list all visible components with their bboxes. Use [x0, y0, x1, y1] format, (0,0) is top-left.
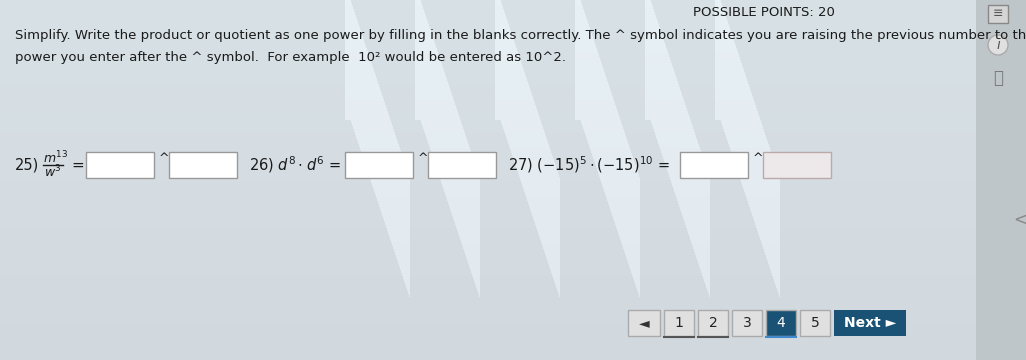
FancyBboxPatch shape [800, 310, 830, 336]
Text: Next ►: Next ► [843, 316, 896, 330]
Text: $\cdot$ $d^6$ =: $\cdot$ $d^6$ = [297, 156, 341, 174]
Text: 25): 25) [15, 158, 39, 172]
Text: =: = [71, 158, 84, 172]
Text: ◄: ◄ [639, 316, 649, 330]
Text: 1: 1 [674, 316, 683, 330]
FancyBboxPatch shape [732, 310, 762, 336]
Circle shape [988, 35, 1008, 55]
Text: ^: ^ [418, 152, 429, 165]
Text: $m^{13}$: $m^{13}$ [43, 150, 68, 166]
FancyBboxPatch shape [834, 310, 906, 336]
Text: 2: 2 [709, 316, 717, 330]
FancyBboxPatch shape [628, 310, 660, 336]
Text: 3: 3 [743, 316, 751, 330]
Text: power you enter after the ^ symbol.  For example  10² would be entered as 10^2.: power you enter after the ^ symbol. For … [15, 51, 566, 64]
FancyBboxPatch shape [766, 310, 796, 336]
Text: ^: ^ [753, 152, 763, 165]
Text: Simplify. Write the product or quotient as one power by filling in the blanks co: Simplify. Write the product or quotient … [15, 28, 1026, 41]
FancyBboxPatch shape [763, 152, 831, 178]
Text: 4: 4 [777, 316, 785, 330]
Text: 5: 5 [811, 316, 820, 330]
Text: <: < [1013, 211, 1026, 229]
Text: POSSIBLE POINTS: 20: POSSIBLE POINTS: 20 [693, 6, 835, 19]
Text: ⤢: ⤢ [993, 69, 1003, 87]
FancyBboxPatch shape [988, 5, 1008, 23]
FancyBboxPatch shape [664, 310, 694, 336]
FancyBboxPatch shape [698, 310, 728, 336]
Text: i: i [996, 38, 1000, 52]
FancyBboxPatch shape [345, 152, 413, 178]
Text: ≡: ≡ [993, 8, 1003, 21]
FancyBboxPatch shape [976, 0, 1026, 360]
FancyBboxPatch shape [86, 152, 154, 178]
Text: $w^{3}$: $w^{3}$ [44, 164, 62, 180]
Text: 26) $d^8$: 26) $d^8$ [249, 155, 297, 175]
Text: 27) $(-15)^5 \cdot (-15)^{10}$ =: 27) $(-15)^5 \cdot (-15)^{10}$ = [508, 155, 670, 175]
FancyBboxPatch shape [680, 152, 748, 178]
FancyBboxPatch shape [428, 152, 496, 178]
FancyBboxPatch shape [169, 152, 237, 178]
Text: ^: ^ [159, 152, 169, 165]
